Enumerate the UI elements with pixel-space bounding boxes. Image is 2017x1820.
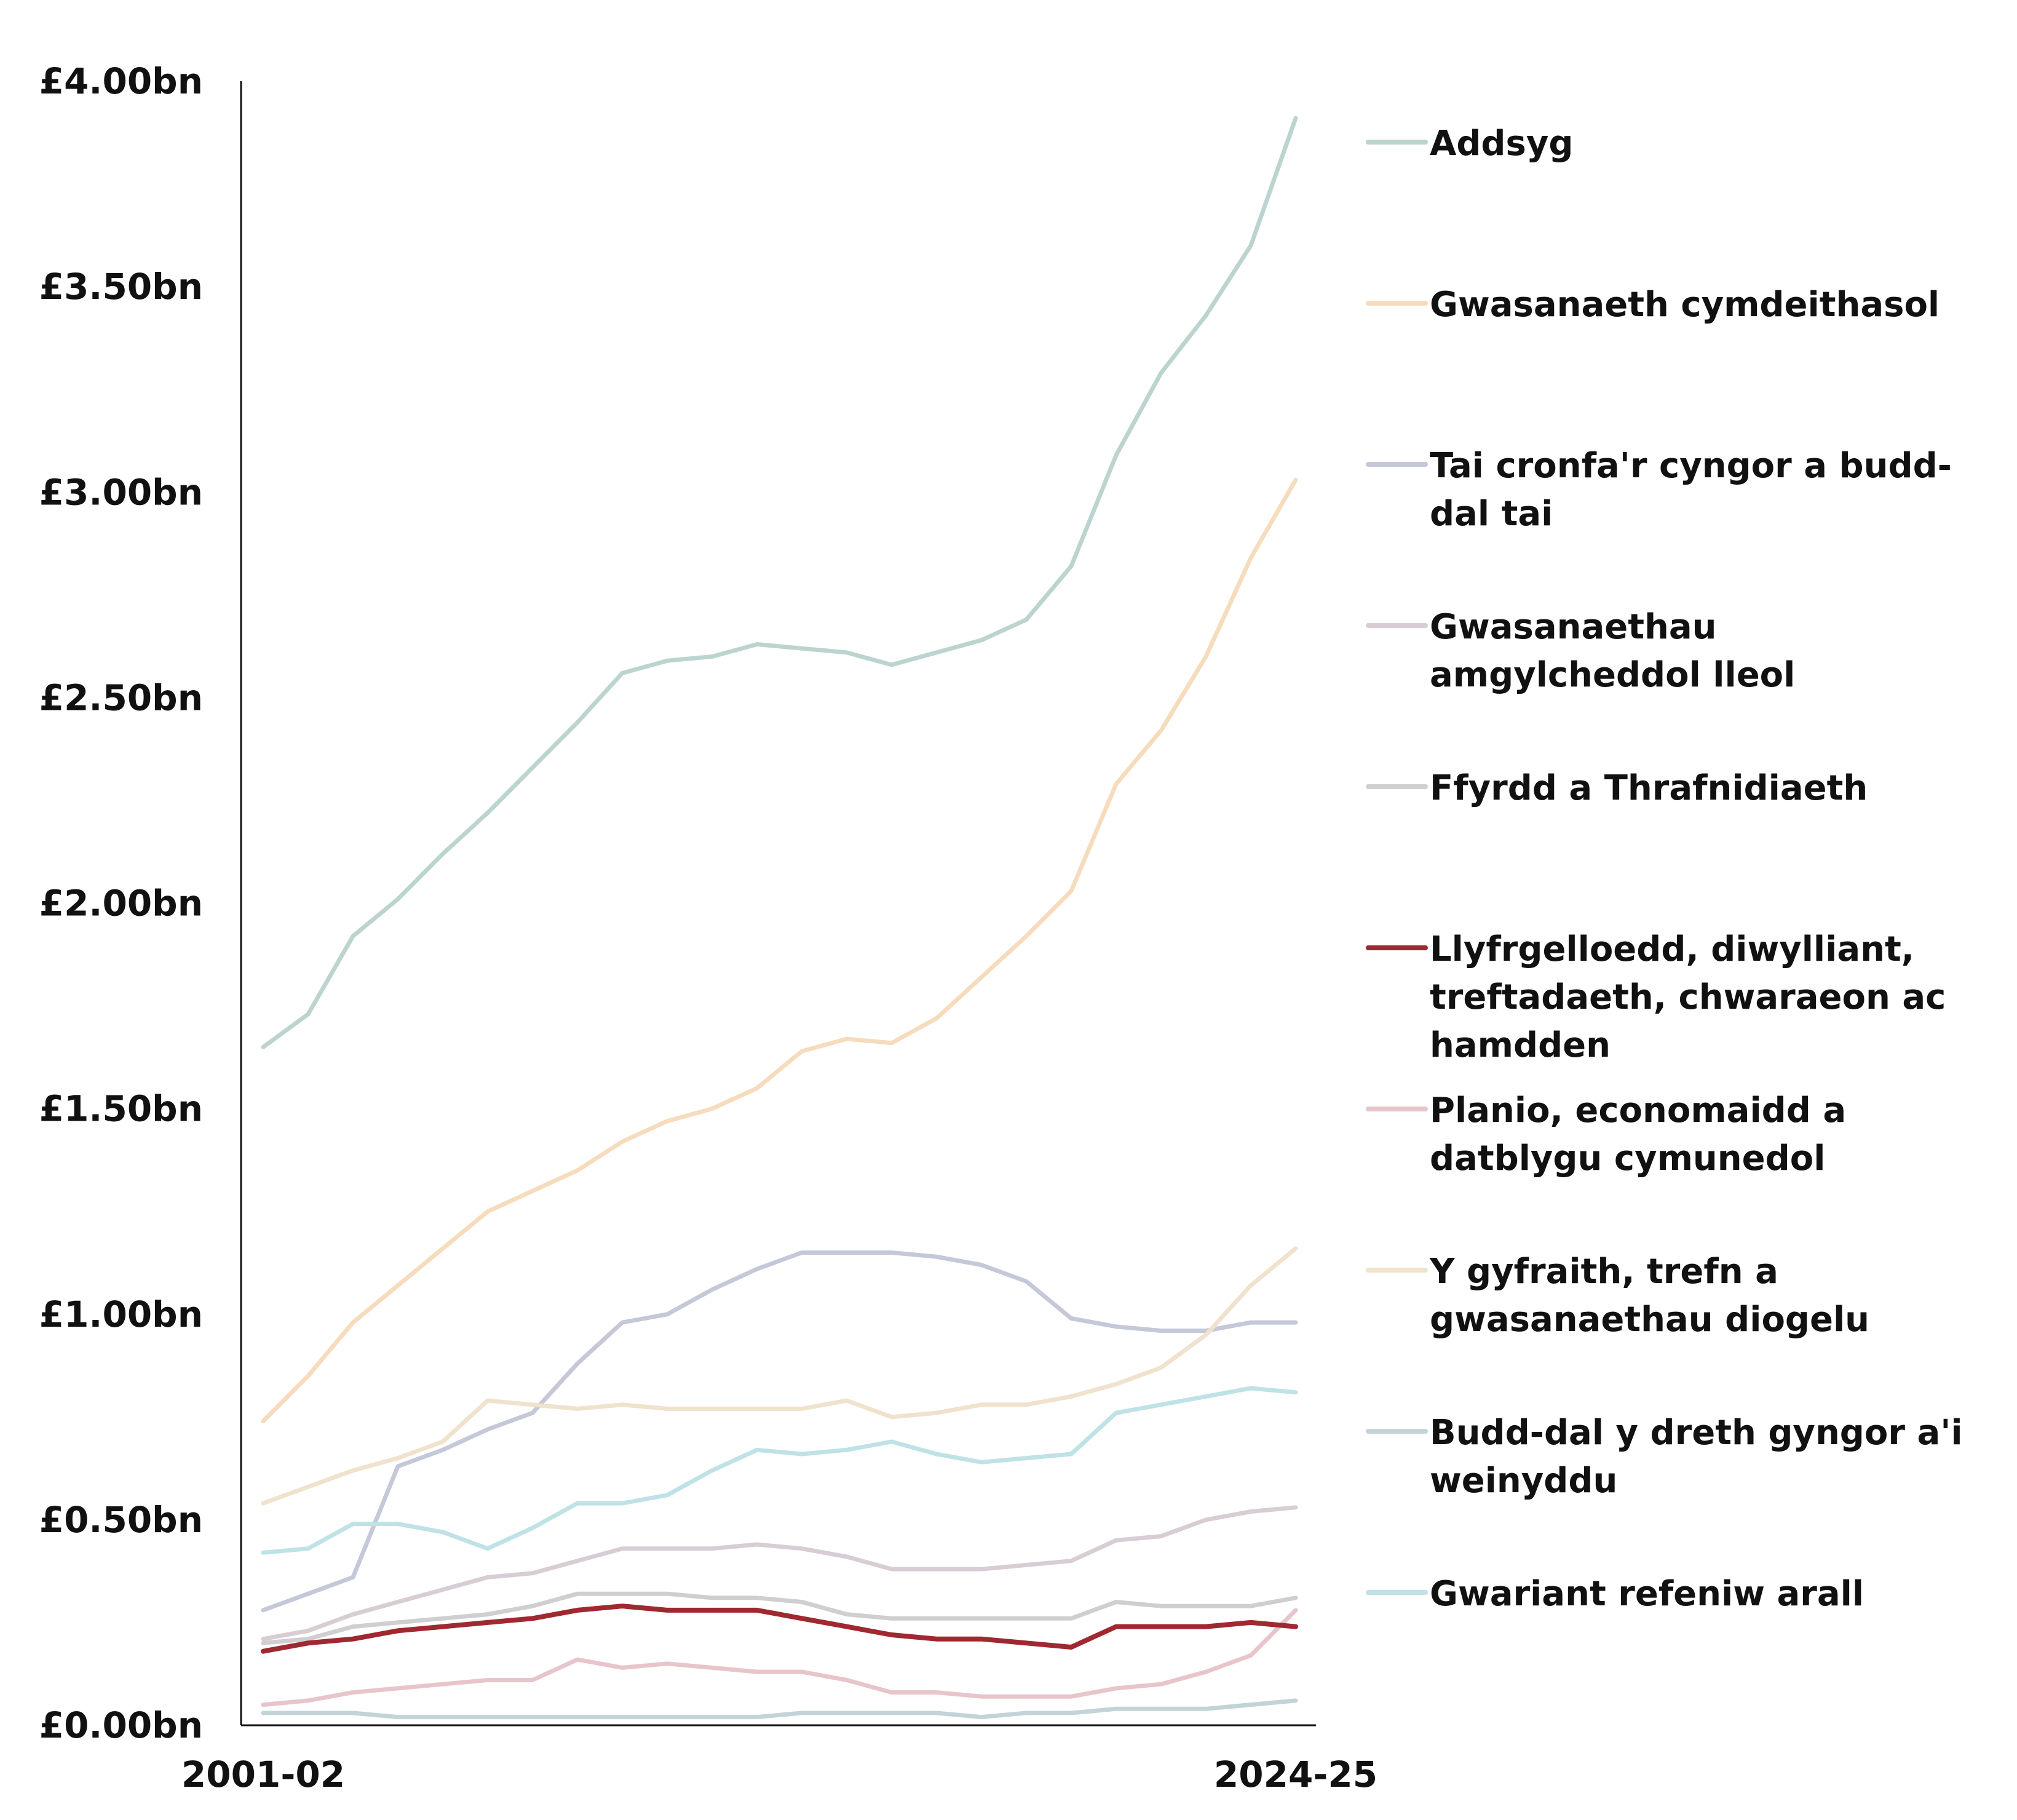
legend: Addsyg Gwasanaeth cymdeithasol Tai cronfa'…	[1366, 124, 1963, 1614]
series-line-6	[261, 1608, 1298, 1707]
y-tick-label: £1.50bn	[39, 1088, 203, 1130]
x-tick-label: 2024-25	[1214, 1754, 1377, 1795]
series-line-5	[261, 1603, 1298, 1654]
legend-label: Ffyrdd a Thrafnidiaeth	[1430, 768, 1868, 808]
series-line-9	[261, 1386, 1298, 1555]
legend-label: Budd-dal y dreth gyngor a'i	[1430, 1413, 1963, 1453]
series-line-7	[261, 1246, 1298, 1506]
legend-label: datblygu cymunedol	[1430, 1138, 1825, 1178]
y-tick-label: £4.00bn	[39, 60, 203, 102]
legend-label: dal tai	[1430, 494, 1553, 534]
series-lines	[261, 116, 1298, 1720]
legend-label: treftadaeth, chwaraeon ac	[1430, 977, 1946, 1017]
legend-label: Tai cronfa'r cyngor a budd-	[1430, 446, 1952, 486]
series-line-1	[261, 477, 1298, 1423]
legend-item: Gwasanaeth cymdeithasol	[1366, 285, 1940, 325]
y-tick-label: £3.00bn	[39, 471, 203, 513]
y-tick-label: £1.00bn	[39, 1293, 203, 1335]
legend-item: Gwasanaethau amgylcheddol lleol	[1366, 607, 1795, 695]
legend-label: Addsyg	[1430, 124, 1573, 164]
x-axis: 2001-02 2024-25	[181, 1724, 1377, 1795]
y-tick-label: £0.00bn	[39, 1704, 203, 1746]
legend-label: gwasanaethau diogelu	[1430, 1300, 1869, 1340]
legend-label: Gwasanaethau	[1430, 607, 1717, 647]
series-line-4	[261, 1591, 1298, 1645]
x-tick-label: 2001-02	[181, 1754, 345, 1795]
legend-label: Y gyfraith, trefn a	[1429, 1252, 1778, 1292]
legend-item: Y gyfraith, trefn a gwasanaethau diogelu	[1366, 1252, 1869, 1340]
y-tick-label: £0.50bn	[39, 1499, 203, 1541]
y-tick-label: £2.00bn	[39, 883, 203, 924]
legend-label: Gwariant refeniw arall	[1430, 1574, 1864, 1614]
series-line-3	[261, 1505, 1298, 1642]
legend-item: Tai cronfa'r cyngor a budd-dal tai	[1366, 446, 1952, 534]
y-tick-label: £3.50bn	[39, 266, 203, 308]
legend-item: Llyfrgelloedd, diwylliant, treftadaeth, c…	[1366, 929, 1946, 1065]
y-tick-label: £2.50bn	[39, 677, 203, 718]
series-line-8	[261, 1698, 1298, 1720]
legend-item: Gwariant refeniw arall	[1366, 1574, 1864, 1614]
legend-label: Llyfrgelloedd, diwylliant,	[1430, 929, 1914, 969]
legend-label: weinyddu	[1430, 1461, 1617, 1501]
legend-label: amgylcheddol lleol	[1430, 655, 1795, 695]
legend-item: Budd-dal y dreth gyngor a'i weinyddu	[1366, 1413, 1963, 1501]
y-axis: £0.00bn £0.50bn £1.00bn £1.50bn £2.00bn £2.50…	[39, 60, 242, 1746]
legend-item: Ffyrdd a Thrafnidiaeth	[1366, 768, 1868, 808]
legend-item: Planio, economaidd a datblygu cymunedol	[1366, 1091, 1846, 1178]
series-line-0	[261, 116, 1298, 1049]
series-line-2	[261, 1250, 1298, 1613]
legend-label: Gwasanaeth cymdeithasol	[1430, 285, 1940, 325]
legend-label: hamdden	[1430, 1025, 1611, 1065]
legend-item: Addsyg	[1366, 124, 1573, 164]
legend-label: Planio, economaidd a	[1430, 1091, 1846, 1131]
